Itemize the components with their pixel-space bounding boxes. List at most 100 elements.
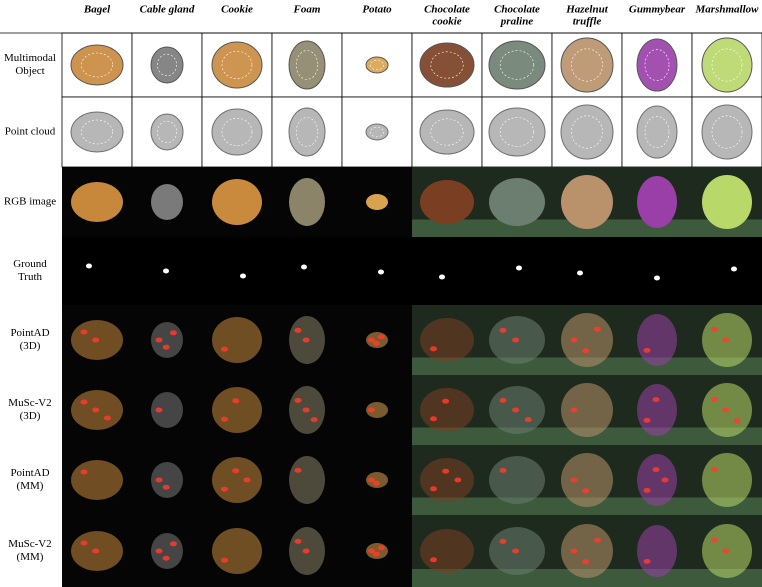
image-cell	[482, 305, 552, 375]
column-header: Gummybear	[629, 4, 686, 16]
image-cell	[202, 305, 272, 375]
anomaly-highlight	[221, 486, 228, 492]
anomaly-highlight	[454, 477, 462, 483]
anomaly-highlight	[372, 480, 380, 486]
gt-mask	[240, 273, 246, 279]
image-cell	[552, 237, 622, 305]
anomaly-highlight	[103, 415, 111, 421]
image-cell	[411, 32, 483, 98]
image-cell	[62, 305, 132, 375]
object	[150, 113, 184, 151]
image-cell	[481, 32, 553, 98]
image-cell	[692, 167, 762, 237]
object	[366, 472, 388, 488]
anomaly-highlight	[368, 477, 375, 483]
anomaly-highlight	[294, 327, 302, 333]
image-cell	[132, 375, 202, 445]
object-mesh	[157, 120, 177, 144]
image-cell	[692, 237, 762, 305]
anomaly-highlight	[711, 396, 718, 402]
image-cell	[342, 445, 412, 515]
anomaly-highlight	[499, 467, 507, 473]
image-cell	[272, 237, 342, 305]
anomaly-highlight	[582, 559, 590, 565]
anomaly-highlight	[92, 337, 100, 343]
image-cell	[132, 515, 202, 587]
image-cell	[202, 375, 272, 445]
image-cell	[692, 515, 762, 587]
object	[211, 41, 263, 89]
row-label: Ground	[13, 258, 47, 270]
image-cell	[551, 32, 623, 98]
column-header: Chocolate	[424, 4, 470, 16]
anomaly-highlight	[711, 326, 718, 332]
object	[561, 313, 613, 367]
cell-bg	[482, 237, 552, 305]
image-cell	[552, 515, 622, 587]
object	[150, 46, 184, 84]
object-mesh	[157, 53, 177, 77]
object	[151, 462, 183, 498]
row-label: MuSc-V2	[8, 397, 51, 409]
anomaly-highlight	[442, 468, 450, 474]
anomaly-highlight	[232, 398, 240, 404]
image-cell	[342, 305, 412, 375]
floor	[412, 219, 482, 237]
anomaly-highlight	[155, 407, 163, 413]
image-cell	[552, 445, 622, 515]
object	[701, 104, 753, 160]
floor	[622, 569, 692, 587]
row-label: (3D)	[20, 340, 41, 352]
anomaly-highlight	[430, 416, 437, 422]
object	[560, 104, 614, 160]
image-cell	[272, 445, 342, 515]
object	[637, 525, 677, 577]
cell-bg	[62, 237, 132, 305]
cell-bg	[342, 237, 412, 305]
object	[419, 42, 475, 88]
object-mesh	[295, 50, 319, 80]
anomaly-highlight	[162, 555, 170, 561]
anomaly-highlight	[92, 407, 100, 413]
image-cell	[202, 515, 272, 587]
anomaly-highlight	[377, 334, 385, 340]
floor	[482, 357, 552, 375]
anomaly-highlight	[643, 487, 651, 493]
object	[420, 180, 474, 224]
anomaly-highlight	[155, 477, 163, 483]
anomaly-highlight	[643, 347, 651, 353]
object	[636, 38, 678, 92]
row-label: (MM)	[17, 480, 44, 492]
object	[637, 314, 677, 366]
image-cell	[132, 167, 202, 237]
anomaly-highlight	[711, 537, 718, 543]
floor	[482, 219, 552, 237]
anomaly-highlight	[722, 407, 730, 413]
anomaly-highlight	[593, 537, 601, 543]
anomaly-highlight	[162, 344, 170, 350]
cell-bg	[272, 237, 342, 305]
object	[419, 109, 475, 155]
anomaly-highlight	[169, 541, 177, 547]
gt-mask	[163, 268, 169, 274]
object-mesh	[295, 117, 319, 147]
object	[288, 40, 326, 90]
image-cell	[62, 515, 132, 587]
object	[561, 383, 613, 437]
gt-mask	[516, 265, 522, 271]
anomaly-highlight	[643, 558, 651, 564]
image-cell	[202, 237, 272, 305]
object	[70, 44, 124, 86]
image-cell	[62, 167, 132, 237]
column-header: cookie	[432, 16, 461, 28]
floor	[622, 427, 692, 445]
object-mesh	[81, 52, 113, 78]
object	[71, 182, 123, 222]
object-mesh	[221, 117, 253, 147]
anomaly-highlight	[570, 477, 578, 483]
object	[636, 105, 678, 159]
column-header: praline	[500, 16, 534, 28]
anomaly-highlight	[232, 468, 240, 474]
anomaly-highlight	[499, 538, 507, 544]
